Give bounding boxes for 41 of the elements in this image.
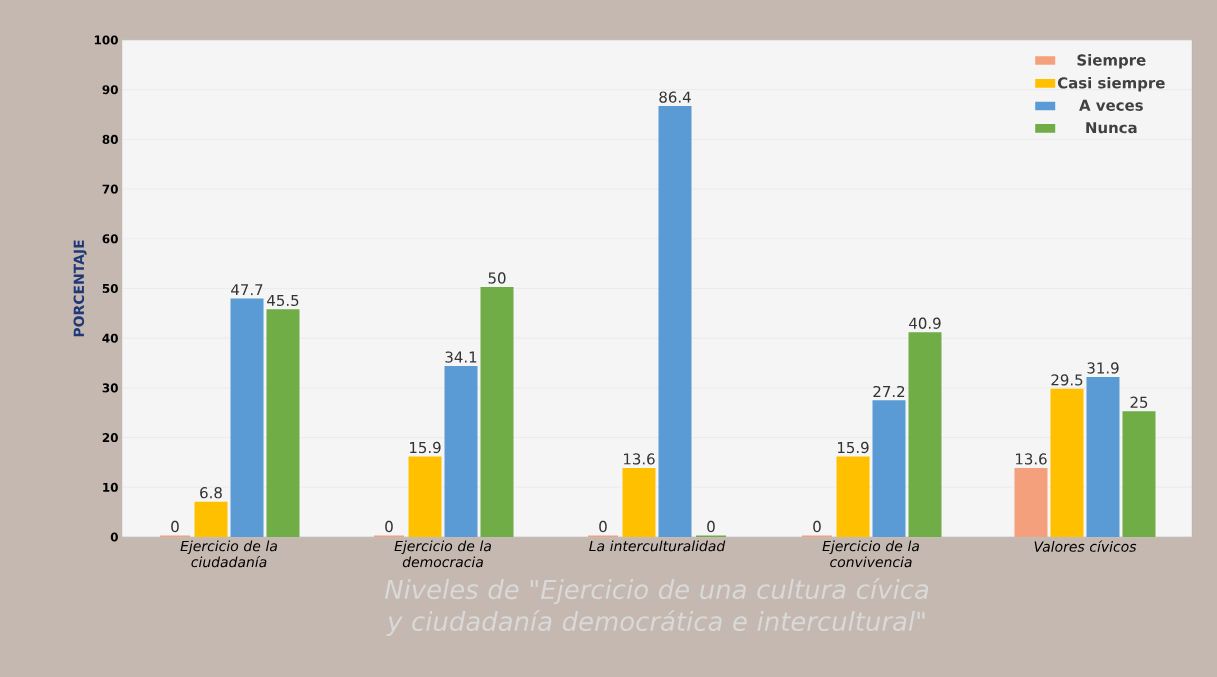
- y-axis-title: PORCENTAJE: [73, 240, 87, 337]
- legend-label: Nunca: [1086, 122, 1137, 134]
- legend-label: A veces: [1079, 99, 1143, 111]
- data-label: 29.5: [1051, 374, 1083, 386]
- data-label: 50: [488, 272, 506, 284]
- data-label: 6.8: [200, 487, 222, 499]
- legend-label: Siempre: [1077, 54, 1146, 69]
- x-tick-label: Ejercicio de la convivencia: [822, 540, 919, 568]
- y-tick-label: 10: [103, 482, 118, 492]
- x-tick-label: Ejercicio de la democracia: [394, 540, 491, 568]
- y-tick-label: 50: [102, 283, 118, 294]
- y-tick-label: 90: [102, 85, 118, 95]
- data-label: 34.1: [445, 351, 477, 363]
- y-tick-label: 20: [102, 433, 118, 443]
- x-tick-label: Ejercicio de la ciudadanía: [180, 540, 277, 568]
- data-label: 47.7: [231, 284, 263, 296]
- data-label: 15.9: [410, 441, 441, 454]
- data-label: 13.6: [624, 453, 655, 465]
- data-label: 0: [707, 520, 715, 533]
- data-label: 0: [385, 520, 393, 533]
- data-label: 0: [599, 520, 607, 533]
- legend-label: Casi siempre: [1057, 76, 1165, 92]
- y-tick-label: 0: [110, 532, 118, 542]
- y-tick-label: 40: [102, 333, 118, 343]
- data-label: 40.9: [909, 317, 941, 329]
- data-label: 15.9: [838, 441, 869, 454]
- y-tick-label: 60: [102, 234, 118, 244]
- data-label: 0: [171, 520, 179, 533]
- data-label: 31.9: [1087, 362, 1119, 374]
- data-label: 25: [1130, 396, 1148, 408]
- data-label: 27.2: [873, 385, 905, 397]
- y-tick-label: 70: [102, 184, 118, 194]
- data-label: 13.6: [1016, 453, 1047, 465]
- data-label: 86.4: [659, 91, 691, 103]
- data-label: 0: [813, 520, 821, 533]
- y-tick-label: 100: [94, 35, 118, 45]
- y-tick-label: 80: [102, 134, 118, 144]
- x-tick-label: La interculturalidad: [589, 540, 726, 552]
- x-tick-label: Valores cívicos: [1034, 540, 1137, 552]
- y-tick-label: 30: [102, 383, 118, 393]
- data-label: 45.5: [267, 294, 299, 307]
